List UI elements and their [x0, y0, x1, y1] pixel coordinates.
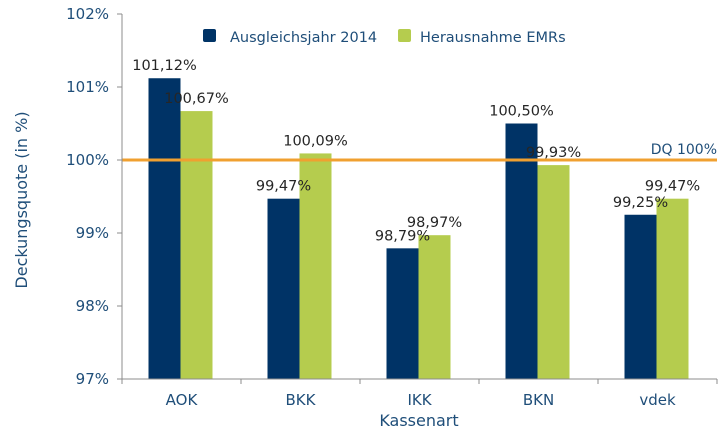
y-tick-label: 100% — [66, 151, 109, 169]
legend-swatch-series-1 — [203, 29, 216, 42]
x-axis-title: Kassenart — [379, 411, 458, 430]
y-axis-ticks: 97% 98% 99% 100% 101% 102% — [66, 5, 122, 388]
data-label-aok-series-2: 100,67% — [164, 91, 229, 107]
legend: Ausgleichsjahr 2014 Herausnahme EMRs — [203, 29, 566, 46]
y-axis-title: Deckungsquote (in %) — [12, 111, 31, 288]
x-tick-label-aok: AOK — [166, 391, 199, 409]
bar-ikk-series-2 — [418, 235, 451, 379]
data-label-bkn-series-1: 100,50% — [489, 104, 554, 120]
data-label-bkk-series-2: 100,09% — [283, 133, 348, 149]
y-tick-label: 97% — [76, 370, 109, 388]
bar-aok-series-2 — [180, 111, 213, 379]
bar-bkn-series-1 — [505, 123, 538, 379]
x-axis-ticks: AOK BKK IKK BKN vdek — [121, 379, 718, 409]
x-tick-label-ikk: IKK — [407, 391, 432, 409]
bar-vdek-series-2 — [656, 198, 689, 379]
data-label-bkk-series-1: 99,47% — [256, 179, 311, 195]
data-label-vdek-series-1: 99,25% — [613, 195, 668, 211]
data-label-ikk-series-2: 98,97% — [407, 215, 462, 231]
bar-vdek-series-1 — [624, 214, 657, 379]
x-tick-label-vdek: vdek — [639, 391, 676, 409]
data-label-bkn-series-2: 99,93% — [526, 145, 581, 161]
bar-aok-series-1 — [148, 78, 181, 380]
x-tick-label-bkn: BKN — [523, 391, 554, 409]
data-label-ikk-series-1: 98,79% — [375, 228, 430, 244]
bar-bkk-series-2 — [299, 153, 332, 379]
legend-swatch-series-2 — [398, 29, 411, 42]
bar-ikk-series-1 — [386, 248, 419, 379]
reference-line-label: DQ 100% — [651, 142, 717, 158]
legend-label-series-2: Herausnahme EMRs — [420, 30, 566, 46]
bar-bkk-series-1 — [267, 198, 300, 379]
axes — [121, 14, 717, 380]
data-label-vdek-series-2: 99,47% — [645, 179, 700, 195]
reference-line-group: DQ 100% — [122, 142, 717, 162]
x-tick-label-bkk: BKK — [286, 391, 317, 409]
data-labels: 101,12% 100,67% 99,47% 100,09% 98,79%98,97% 1… — [132, 58, 700, 244]
bar-bkn-series-2 — [537, 165, 570, 379]
data-label-aok-series-1: 101,12% — [132, 58, 197, 74]
y-tick-label: 98% — [76, 297, 109, 315]
legend-label-series-1: Ausgleichsjahr 2014 — [230, 30, 377, 46]
y-tick-label: 99% — [76, 224, 109, 242]
bars — [148, 78, 689, 380]
y-tick-label: 102% — [66, 5, 109, 23]
y-tick-label: 101% — [66, 78, 109, 96]
